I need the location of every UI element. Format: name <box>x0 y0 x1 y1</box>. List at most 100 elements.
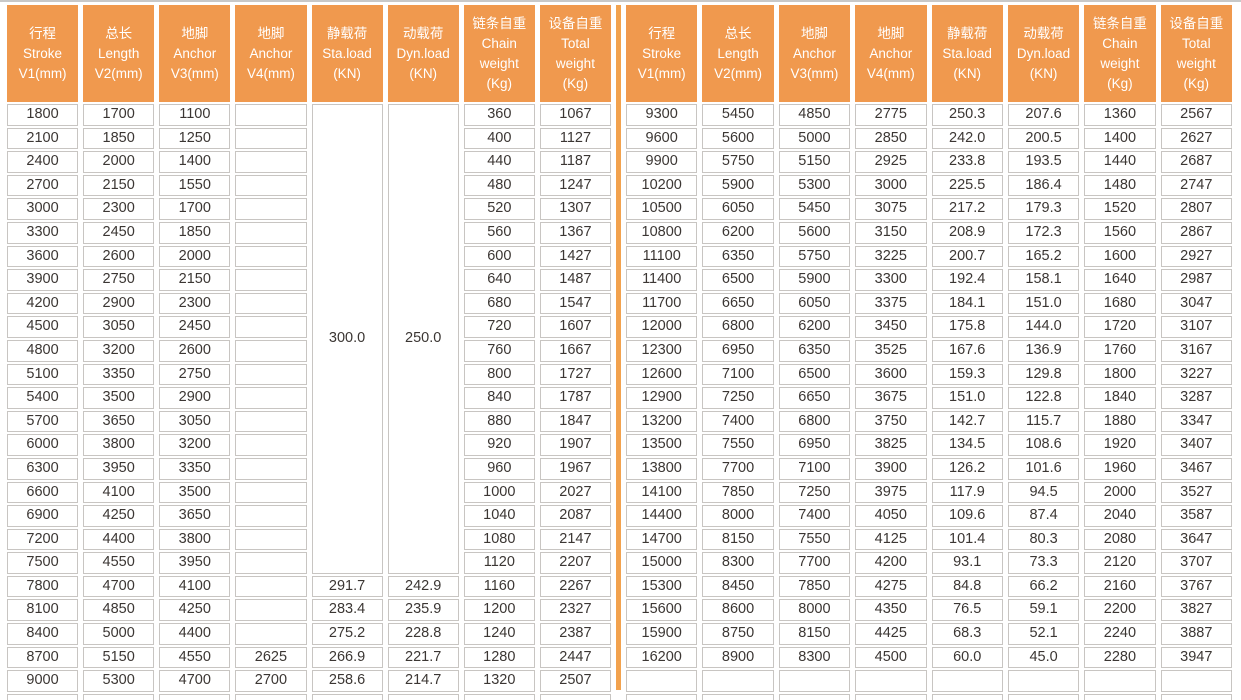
cell: 4400 <box>83 528 155 551</box>
cell <box>539 693 611 700</box>
column-header: 设备自重 Total weight (Kg) <box>539 5 611 102</box>
cell: 3167 <box>1160 339 1232 362</box>
cell: 1640 <box>1084 269 1156 291</box>
cell: 2207 <box>539 552 611 574</box>
cell: 4125 <box>855 528 927 551</box>
cell: 2700 <box>7 174 79 197</box>
table-row <box>7 693 611 700</box>
cell: 4425 <box>855 623 927 645</box>
cell: 1800 <box>1084 363 1156 386</box>
cell: 8450 <box>702 575 774 598</box>
cell: 6800 <box>778 410 851 433</box>
cell: 60.0 <box>931 646 1003 669</box>
cell: 4700 <box>159 670 231 692</box>
column-header: 地脚 Anchor V3(mm) <box>778 5 851 102</box>
cell: 2327 <box>539 599 611 622</box>
cell: 1487 <box>539 269 611 291</box>
cell: 13500 <box>626 434 698 456</box>
cell: 2900 <box>159 387 231 409</box>
cell: 7500 <box>7 552 79 574</box>
cell: 2625 <box>235 646 307 669</box>
cell: 3947 <box>1160 646 1232 669</box>
cell: 1400 <box>1084 127 1156 150</box>
cell: 1787 <box>539 387 611 409</box>
cell: 1100 <box>159 104 231 126</box>
cell: 167.6 <box>931 339 1003 362</box>
cell: 250.3 <box>931 104 1003 126</box>
cell: 3650 <box>83 410 155 433</box>
cell: 9600 <box>626 127 698 150</box>
cell: 5300 <box>778 174 851 197</box>
cell: 275.2 <box>311 623 383 645</box>
cell: 8300 <box>702 552 774 574</box>
cell: 15300 <box>626 575 698 598</box>
cell: 2747 <box>1160 174 1232 197</box>
cell: 84.8 <box>931 575 1003 598</box>
table-row: 10800 6200 5600 3150 208.9 172.3 1560 2867 <box>626 221 1232 244</box>
cell: 3647 <box>1160 528 1232 551</box>
spec-table-right-body: 9300 5450 4850 2775 250.3 207.6 1360 2567 9600 56… <box>626 104 1232 700</box>
cell: 5700 <box>7 410 79 433</box>
cell: 2447 <box>539 646 611 669</box>
cell: 520 <box>463 198 535 220</box>
cell: 360 <box>463 104 535 126</box>
cell: 158.1 <box>1007 269 1080 291</box>
cell: 5750 <box>702 151 774 173</box>
cell: 122.8 <box>1007 387 1080 409</box>
table-row: 2400 2000 1400 440 1187 <box>7 151 611 173</box>
cell: 5750 <box>778 245 851 268</box>
table-row: 15600 8600 8000 4350 76.5 59.1 2200 3827 <box>626 599 1232 622</box>
cell <box>778 670 851 692</box>
cell: 5300 <box>83 670 155 692</box>
cell: 12600 <box>626 363 698 386</box>
cell: 2775 <box>855 104 927 126</box>
cell: 1307 <box>539 198 611 220</box>
cell: 3300 <box>7 221 79 244</box>
cell <box>1084 670 1156 692</box>
cell: 7700 <box>702 457 774 480</box>
cell <box>855 670 927 692</box>
cell: 233.8 <box>931 151 1003 173</box>
cell: 4250 <box>159 599 231 622</box>
cell: 2507 <box>539 670 611 692</box>
cell: 4800 <box>7 339 79 362</box>
cell <box>778 693 851 700</box>
cell: 3350 <box>159 457 231 480</box>
table-row: 3600 2600 2000 600 1427 <box>7 245 611 268</box>
cell <box>83 693 155 700</box>
cell: 6500 <box>778 363 851 386</box>
cell: 1160 <box>463 575 535 598</box>
cell: 16200 <box>626 646 698 669</box>
cell: 1920 <box>1084 434 1156 456</box>
cell: 13800 <box>626 457 698 480</box>
cell: 93.1 <box>931 552 1003 574</box>
table-row: 14100 7850 7250 3975 117.9 94.5 2000 3527 <box>626 481 1232 504</box>
table-row: 3300 2450 1850 560 1367 <box>7 221 611 244</box>
table-row: 14700 8150 7550 4125 101.4 80.3 2080 3647 <box>626 528 1232 551</box>
cell <box>235 363 307 386</box>
cell: 200.5 <box>1007 127 1080 150</box>
cell: 920 <box>463 434 535 456</box>
cell <box>1007 693 1080 700</box>
cell: 3350 <box>83 363 155 386</box>
cell: 4250 <box>83 505 155 527</box>
cell: 5600 <box>702 127 774 150</box>
cell: 108.6 <box>1007 434 1080 456</box>
cell: 52.1 <box>1007 623 1080 645</box>
cell: 3800 <box>83 434 155 456</box>
cell: 283.4 <box>311 599 383 622</box>
cell: 235.9 <box>387 599 459 622</box>
cell: 1667 <box>539 339 611 362</box>
cell: 7250 <box>778 481 851 504</box>
cell: 87.4 <box>1007 505 1080 527</box>
cell: 6900 <box>7 505 79 527</box>
cell: 1187 <box>539 151 611 173</box>
table-row: 16200 8900 8300 4500 60.0 45.0 2280 3947 <box>626 646 1232 669</box>
cell: 151.0 <box>1007 292 1080 315</box>
cell: 4200 <box>7 292 79 315</box>
spec-table-left-body: 1800 1700 1100 300.0 250.0 360 1067 2100 1850 125… <box>7 104 611 700</box>
cell: 4275 <box>855 575 927 598</box>
cell: 68.3 <box>931 623 1003 645</box>
cell: 144.0 <box>1007 316 1080 338</box>
table-row: 2700 2150 1550 480 1247 <box>7 174 611 197</box>
